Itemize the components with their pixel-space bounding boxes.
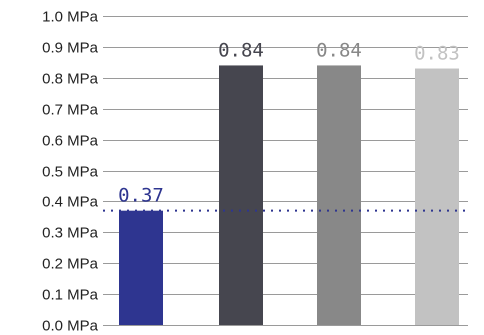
y-tick-label: 1.0 MPa [42,9,99,26]
y-tick-label: 0.8 MPa [42,71,99,88]
bar [317,65,361,325]
bar [219,65,263,325]
bar [415,69,459,325]
y-tick-label: 0.5 MPa [42,164,99,181]
y-tick-label: 0.1 MPa [42,287,99,304]
data-label: 0.83 [414,43,460,65]
data-label: 0.37 [118,185,164,207]
y-tick-label: 0.9 MPa [42,40,99,57]
bar [119,211,163,325]
y-tick-label: 0.2 MPa [42,256,99,273]
y-tick-label: 0.0 MPa [42,318,99,335]
data-labels: 0.37 0.84 0.84 0.83 [118,39,460,206]
y-tick-label: 0.3 MPa [42,225,99,242]
data-label: 0.84 [218,39,264,61]
y-tick-label: 0.6 MPa [42,133,99,150]
data-label: 0.84 [316,39,362,61]
y-tick-label: 0.7 MPa [42,102,99,119]
bars [119,65,459,325]
y-tick-label: 0.4 MPa [42,194,99,211]
y-axis-tick-labels: 0.0 MPa 0.1 MPa 0.2 MPa 0.3 MPa 0.4 MPa 0.5 M… [42,9,99,335]
